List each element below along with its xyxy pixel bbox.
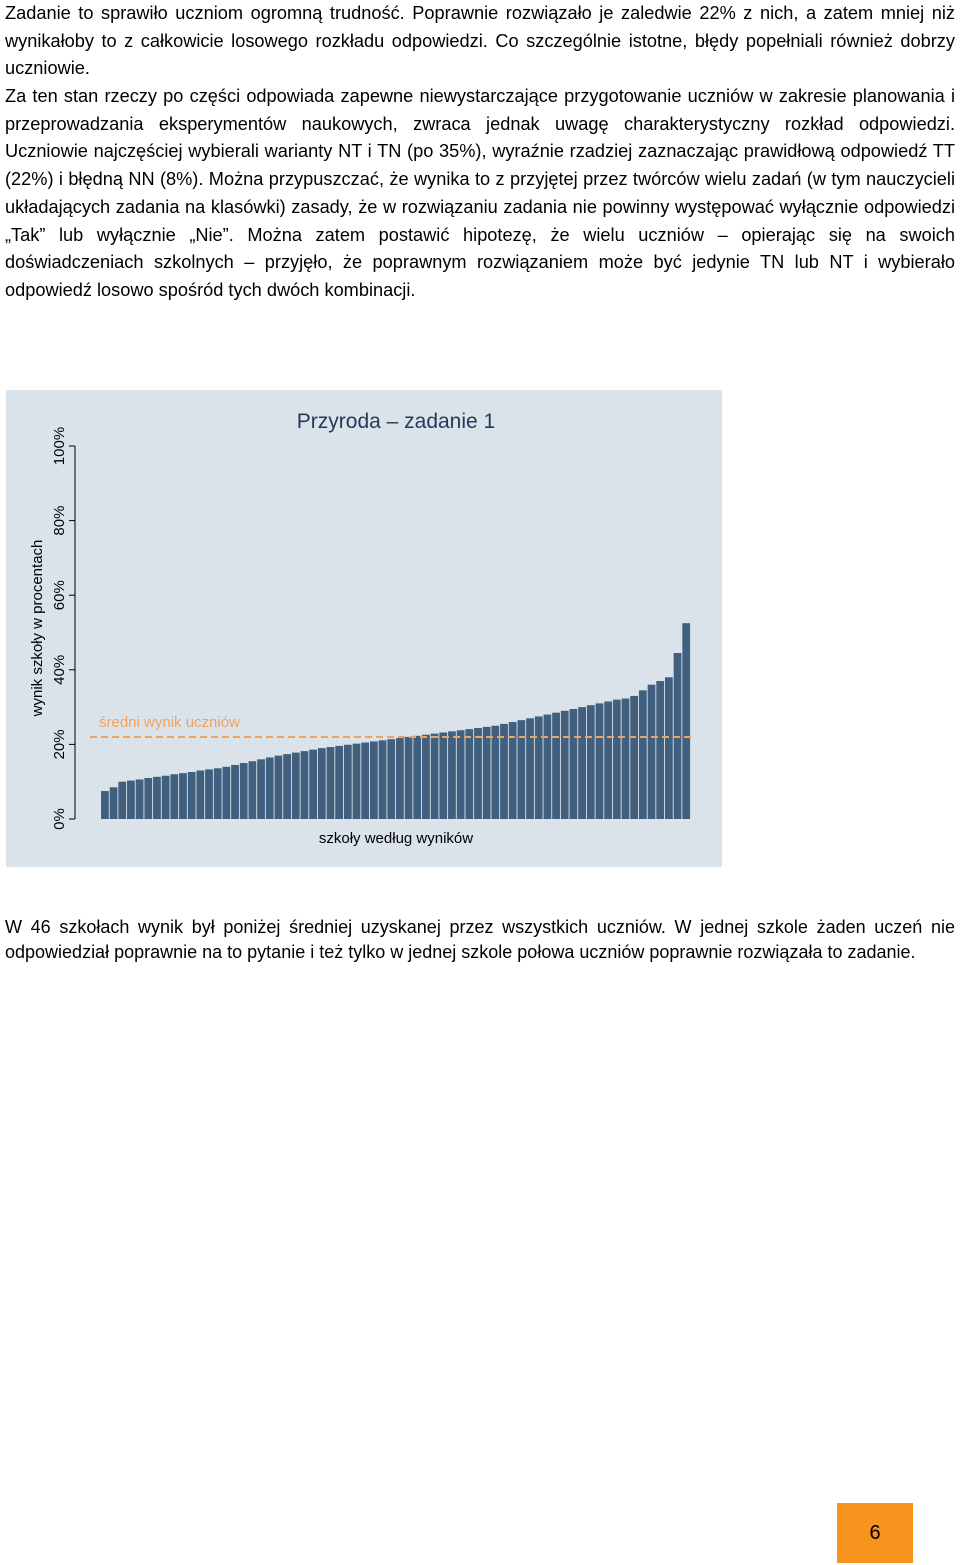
y-tick-label: 20% bbox=[51, 729, 68, 759]
bar bbox=[578, 707, 586, 819]
analysis-paragraph: Za ten stan rzeczy po części odpowiada z… bbox=[5, 86, 955, 300]
bar bbox=[543, 714, 552, 819]
bar bbox=[161, 775, 170, 819]
bar bbox=[482, 726, 491, 819]
bar bbox=[300, 751, 309, 819]
bar bbox=[656, 680, 665, 819]
bar bbox=[239, 763, 248, 819]
y-tick-label: 0% bbox=[51, 808, 68, 830]
chart-title: Przyroda – zadanie 1 bbox=[297, 410, 495, 433]
bar bbox=[612, 699, 621, 819]
bar bbox=[396, 738, 404, 819]
bar bbox=[413, 735, 422, 819]
bar bbox=[205, 769, 213, 819]
average-line-label: średni wynik uczniów bbox=[99, 714, 240, 731]
bar bbox=[638, 690, 647, 819]
bar bbox=[196, 770, 205, 819]
bar bbox=[361, 742, 370, 819]
bar bbox=[465, 729, 474, 819]
bar bbox=[439, 732, 448, 819]
bar bbox=[291, 752, 300, 819]
bar bbox=[586, 705, 595, 819]
bar bbox=[213, 768, 222, 819]
bar bbox=[248, 761, 257, 819]
bar bbox=[118, 781, 127, 819]
intro-paragraph: Zadanie to sprawiło uczniom ogromną trud… bbox=[5, 3, 955, 79]
bar bbox=[387, 739, 396, 819]
bar bbox=[552, 712, 560, 819]
page-number: 6 bbox=[869, 1521, 881, 1544]
bar bbox=[534, 716, 543, 819]
bar bbox=[187, 772, 196, 819]
bar bbox=[109, 787, 118, 819]
bar bbox=[144, 777, 153, 819]
bar bbox=[369, 741, 378, 819]
bar bbox=[569, 708, 578, 819]
y-tick-label: 40% bbox=[51, 655, 68, 685]
bar bbox=[179, 773, 187, 819]
bar bbox=[265, 757, 274, 819]
bar bbox=[231, 764, 239, 819]
bar bbox=[456, 730, 465, 819]
bars bbox=[101, 623, 691, 819]
y-tick-label: 100% bbox=[51, 427, 68, 465]
y-tick-label: 80% bbox=[51, 506, 68, 536]
bar bbox=[430, 733, 439, 819]
x-axis-label: szkoły według wyników bbox=[319, 830, 473, 847]
summary-paragraph: W 46 szkołach wynik był poniżej średniej… bbox=[5, 917, 955, 962]
bar bbox=[309, 749, 318, 819]
bar bbox=[508, 722, 517, 819]
bar bbox=[326, 747, 335, 819]
bar bbox=[127, 780, 135, 819]
bar bbox=[621, 698, 630, 819]
bar bbox=[335, 745, 344, 819]
bar bbox=[257, 759, 265, 819]
bar bbox=[422, 734, 430, 819]
bar bbox=[378, 740, 387, 819]
bar bbox=[682, 623, 691, 819]
average-line-group: średni wynik uczniów bbox=[90, 714, 691, 738]
y-tick-label: 60% bbox=[51, 580, 68, 610]
bar bbox=[604, 701, 613, 819]
bar bbox=[630, 695, 639, 819]
bar bbox=[352, 743, 361, 819]
bar bbox=[474, 727, 482, 819]
bar bbox=[274, 755, 283, 819]
bar bbox=[560, 710, 569, 819]
bar bbox=[317, 748, 326, 819]
bar bbox=[153, 776, 161, 819]
y-axis: 0% 20% 40% 60% 80% 100% bbox=[51, 427, 76, 830]
bar bbox=[517, 720, 526, 819]
bar bbox=[491, 725, 500, 819]
chart-svg: Przyroda – zadanie 1 wynik szkoły w proc… bbox=[6, 390, 722, 867]
bar bbox=[222, 766, 231, 819]
bar bbox=[647, 684, 656, 819]
bar-chart: Przyroda – zadanie 1 wynik szkoły w proc… bbox=[6, 390, 722, 867]
bar bbox=[500, 723, 508, 819]
y-axis-label: wynik szkoły w procentach bbox=[29, 540, 46, 718]
bar bbox=[526, 718, 534, 819]
bar bbox=[404, 736, 413, 819]
page-number-badge: 6 bbox=[837, 1503, 913, 1563]
bar bbox=[448, 731, 456, 819]
bar bbox=[343, 744, 352, 819]
bar bbox=[101, 791, 109, 819]
bar bbox=[664, 677, 673, 819]
bar bbox=[595, 703, 604, 819]
bar bbox=[170, 774, 179, 819]
bar bbox=[135, 779, 144, 819]
bar bbox=[283, 754, 291, 819]
